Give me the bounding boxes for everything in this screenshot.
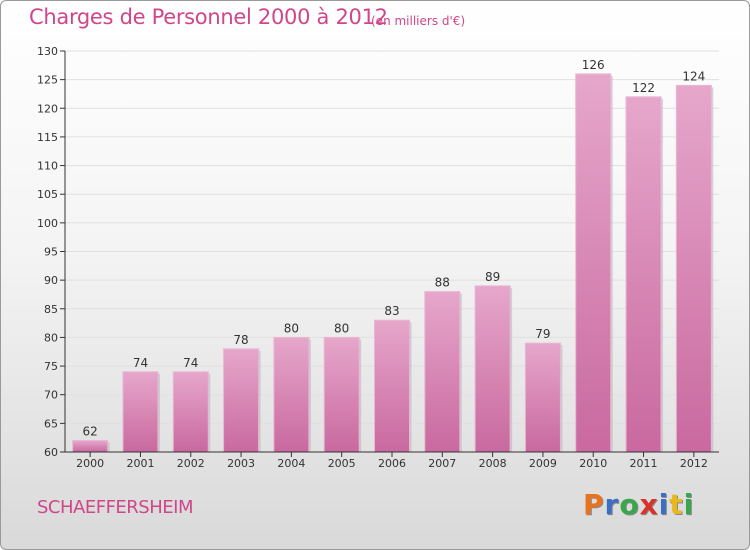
- bar: [122, 371, 159, 453]
- y-tick-label: 75: [44, 360, 58, 373]
- data-label: 83: [384, 304, 399, 318]
- logo-letter: P: [583, 488, 605, 521]
- logo-letter: r: [604, 488, 620, 521]
- x-tick-label: 2010: [579, 457, 607, 470]
- data-label: 78: [233, 333, 248, 347]
- y-tick-label: 130: [37, 45, 58, 58]
- y-tick-label: 100: [37, 217, 58, 230]
- x-tick-label: 2000: [76, 457, 104, 470]
- commune-name: SCHAEFFERSHEIM: [37, 497, 193, 518]
- proxiti-logo[interactable]: Proxiti: [583, 488, 694, 521]
- chart-title: Charges de Personnel 2000 à 2012: [29, 5, 388, 29]
- y-tick-label: 80: [44, 331, 58, 344]
- logo-letter: t: [669, 488, 684, 521]
- x-tick-label: 2007: [428, 457, 456, 470]
- bar: [72, 440, 109, 453]
- x-tick-label: 2003: [227, 457, 255, 470]
- logo-letter: x: [639, 488, 659, 521]
- logo-letter: i: [658, 488, 670, 521]
- x-tick-label: 2006: [378, 457, 406, 470]
- y-tick-label: 60: [44, 446, 58, 459]
- y-tick-label: 70: [44, 389, 58, 402]
- bar: [575, 73, 612, 453]
- bar: [223, 348, 260, 453]
- data-label: 79: [535, 327, 550, 341]
- data-label: 74: [183, 356, 198, 370]
- bar: [374, 319, 410, 453]
- y-tick-label: 85: [44, 303, 58, 316]
- y-tick-label: 115: [37, 131, 58, 144]
- x-tick-label: 2009: [529, 457, 557, 470]
- data-label: 88: [435, 276, 450, 290]
- y-tick-label: 120: [37, 102, 58, 115]
- data-label: 80: [284, 321, 299, 335]
- chart-subtitle: (en milliers d'€): [371, 14, 466, 28]
- y-tick-label: 110: [37, 160, 58, 173]
- data-label: 122: [632, 81, 655, 95]
- y-tick-label: 95: [44, 246, 58, 259]
- x-tick-label: 2005: [328, 457, 356, 470]
- bar: [323, 336, 360, 453]
- y-tick-label: 90: [44, 274, 58, 287]
- bar: [273, 336, 310, 453]
- bar: [424, 291, 461, 453]
- bar: [524, 342, 561, 453]
- x-tick-label: 2001: [126, 457, 154, 470]
- data-label: 124: [682, 69, 705, 83]
- data-label: 62: [83, 425, 98, 439]
- x-tick-label: 2008: [479, 457, 507, 470]
- x-tick-label: 2012: [680, 457, 708, 470]
- y-tick-label: 65: [44, 417, 58, 430]
- data-label: 80: [334, 321, 349, 335]
- bar: [474, 285, 511, 453]
- bar: [675, 84, 712, 453]
- x-tick-label: 2002: [177, 457, 205, 470]
- y-tick-label: 125: [37, 74, 58, 87]
- data-label: 74: [133, 356, 148, 370]
- bar: [172, 371, 209, 453]
- data-label: 126: [582, 58, 605, 72]
- x-tick-label: 2011: [630, 457, 658, 470]
- logo-letter: i: [683, 488, 695, 521]
- x-tick-label: 2004: [277, 457, 305, 470]
- y-tick-label: 105: [37, 188, 58, 201]
- data-label: 89: [485, 270, 500, 284]
- logo-letter: o: [619, 488, 640, 521]
- bar: [625, 96, 662, 453]
